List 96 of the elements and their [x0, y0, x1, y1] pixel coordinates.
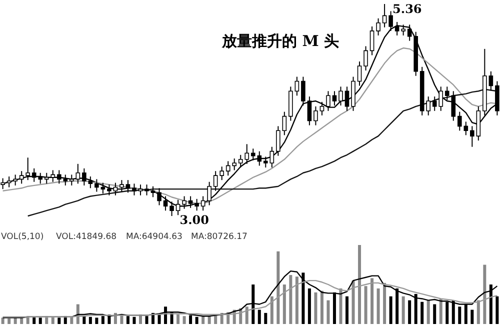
bar [32, 316, 36, 324]
bar [376, 288, 380, 324]
candlestick [470, 126, 474, 148]
bar [270, 296, 274, 324]
bar [258, 310, 261, 324]
candlestick [488, 70, 494, 91]
candlestick [282, 111, 287, 136]
annotation: 3.00 [180, 213, 210, 227]
candlestick [132, 183, 136, 196]
bar [389, 296, 392, 324]
bar [433, 304, 436, 324]
candlestick [150, 186, 156, 198]
bar [1, 318, 4, 324]
candlestick [13, 174, 18, 186]
bar [358, 245, 362, 324]
bar [289, 275, 292, 324]
candlestick [138, 184, 143, 196]
bar [245, 306, 248, 324]
candlestick [76, 163, 80, 184]
bar [88, 316, 92, 324]
bar [364, 286, 368, 324]
candlestick [100, 182, 106, 194]
candlestick [370, 26, 374, 56]
bar [276, 251, 280, 324]
bar [176, 314, 180, 324]
candlestick [232, 158, 237, 171]
candlestick [301, 76, 306, 106]
text: VOL:41849.68 [56, 232, 117, 242]
candlestick [376, 18, 380, 36]
candlestick [382, 4, 387, 28]
candlestick [220, 166, 224, 181]
bar [339, 288, 342, 324]
candlestick [70, 174, 74, 186]
bar [439, 298, 442, 324]
bar [352, 280, 355, 324]
candlestick [338, 86, 343, 106]
bar [58, 318, 61, 324]
annotation: 5.36 [392, 2, 422, 16]
bar [38, 318, 42, 324]
candlestick [107, 184, 112, 196]
bar [95, 318, 98, 324]
candlestick [213, 170, 218, 192]
candlestick [226, 160, 230, 176]
candlestick [82, 168, 86, 186]
text: VOL(5,10) [1, 232, 44, 242]
text: MA:64904.63 [126, 232, 182, 242]
candlestick [364, 46, 368, 71]
bar [51, 316, 54, 324]
candlestick [88, 176, 93, 189]
bar [345, 296, 348, 324]
text: MA:80726.17 [191, 232, 248, 242]
text: 放量推升的 M 头 [221, 32, 340, 50]
candlestick [307, 96, 312, 126]
bar [264, 312, 268, 324]
candlestick [270, 146, 274, 168]
candlestick [19, 170, 24, 184]
bar [320, 290, 324, 324]
candlestick [314, 106, 318, 126]
candlestick [294, 76, 300, 96]
bar [402, 296, 405, 324]
bar [70, 316, 74, 324]
candlestick [94, 178, 99, 192]
bar [483, 264, 486, 324]
bar [383, 282, 386, 324]
candlestick [332, 90, 337, 106]
bar [408, 300, 412, 324]
bar [370, 278, 374, 324]
bar [202, 316, 205, 324]
bar [496, 296, 499, 324]
bar [126, 316, 130, 324]
bar [145, 316, 148, 324]
candlestick [276, 126, 280, 156]
bar [314, 292, 318, 324]
bar [208, 316, 211, 324]
candlestick [326, 90, 330, 112]
bar [182, 316, 186, 324]
bar [470, 310, 474, 324]
candlestick [144, 184, 149, 196]
bar [476, 300, 480, 324]
candlestick [26, 157, 30, 181]
candlestick [320, 101, 324, 116]
candlestick [426, 96, 430, 116]
bar [132, 316, 136, 324]
bar [8, 318, 11, 324]
bar [420, 302, 424, 324]
bar [326, 300, 330, 324]
candlestick [126, 180, 130, 194]
candlestick [344, 86, 350, 112]
candlestick [120, 180, 124, 192]
bar [295, 276, 298, 324]
candlestick [263, 156, 268, 168]
bar [282, 284, 286, 324]
bar [308, 288, 311, 324]
bar [426, 300, 430, 324]
candlestick [6, 176, 12, 188]
candlestick [357, 60, 362, 86]
